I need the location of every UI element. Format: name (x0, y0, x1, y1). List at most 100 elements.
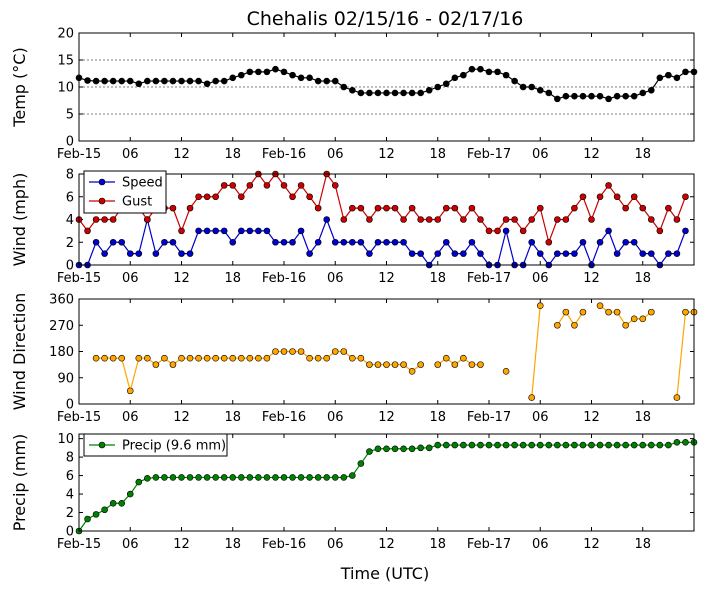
data-point (237, 193, 245, 201)
data-point (383, 361, 390, 368)
data-point (502, 71, 510, 79)
data-point (101, 506, 108, 514)
data-point (502, 441, 510, 449)
data-point (220, 474, 228, 481)
data-point (314, 354, 322, 362)
data-point (297, 74, 305, 82)
data-point (630, 238, 638, 246)
x-tick-label: Feb-16 (262, 537, 306, 552)
data-point (554, 250, 561, 257)
data-point (237, 474, 245, 481)
data-point (178, 354, 185, 362)
data-point (340, 83, 348, 91)
data-point (272, 65, 279, 73)
data-point (511, 77, 518, 85)
data-point (613, 308, 621, 316)
y-tick-label: 0 (66, 525, 74, 540)
data-point (314, 238, 322, 246)
data-point (280, 238, 288, 246)
x-tick-label: Feb-16 (262, 410, 306, 425)
y-tick-label: 8 (66, 451, 74, 466)
data-point (613, 441, 621, 449)
data-point (468, 361, 476, 368)
data-point (468, 65, 476, 73)
data-point (92, 77, 100, 85)
x-tick-label: 12 (173, 410, 190, 425)
data-point (477, 361, 484, 368)
data-point (460, 216, 467, 223)
series-line (78, 172, 687, 245)
y-axis-label: Wind Direction (10, 293, 29, 411)
data-point (425, 86, 433, 94)
data-point (451, 250, 459, 257)
data-point (109, 216, 117, 223)
x-tick-label: 06 (532, 410, 549, 425)
data-point (442, 80, 450, 88)
data-point (144, 216, 151, 223)
x-tick-label: 18 (634, 147, 651, 162)
data-point (289, 71, 296, 79)
data-point (442, 238, 450, 246)
data-point (84, 227, 91, 235)
data-point (665, 204, 672, 212)
data-point (109, 354, 117, 362)
data-point (485, 68, 493, 76)
data-point (357, 460, 365, 467)
data-point (605, 182, 612, 189)
y-tick-label: 360 (49, 293, 74, 308)
data-point (502, 227, 510, 235)
data-point (562, 216, 570, 223)
y-tick-label: 2 (66, 236, 74, 251)
data-point (323, 354, 331, 362)
data-point (366, 250, 373, 257)
data-point (477, 250, 484, 257)
data-point (460, 441, 467, 449)
x-tick-label: 12 (378, 271, 395, 286)
data-point (639, 204, 647, 212)
data-point (639, 441, 647, 449)
data-point (357, 354, 365, 362)
data-point (374, 238, 382, 246)
data-point (605, 441, 612, 449)
data-point (349, 472, 356, 479)
x-tick-label: 12 (583, 271, 600, 286)
x-tick-label: Feb-16 (262, 271, 306, 286)
data-point (442, 354, 450, 362)
data-point (263, 182, 271, 189)
legend: Precip (9.6 mm) (83, 433, 228, 457)
data-point (280, 348, 288, 355)
data-point (639, 250, 647, 257)
data-point (195, 77, 202, 85)
data-point (519, 83, 527, 91)
data-point (195, 354, 202, 362)
legend-label: Speed (122, 176, 163, 191)
data-point (246, 474, 254, 481)
data-point (280, 182, 288, 189)
data-point (212, 474, 219, 481)
data-point (203, 354, 211, 362)
data-point (665, 250, 672, 257)
data-point (186, 354, 194, 362)
x-tick-label: 06 (122, 410, 139, 425)
data-point (306, 193, 313, 201)
legend-box (83, 170, 167, 214)
data-point (502, 216, 510, 223)
data-point (340, 348, 348, 355)
data-point (314, 77, 322, 85)
legend-box (83, 433, 228, 457)
data-point (545, 238, 553, 246)
data-point (554, 321, 561, 329)
data-point (366, 216, 373, 223)
data-point (169, 238, 177, 246)
data-point (400, 216, 407, 223)
x-tick-label: 18 (224, 410, 241, 425)
data-point (195, 193, 202, 201)
data-point (92, 216, 100, 223)
x-tick-label: Feb-15 (57, 410, 101, 425)
data-point (622, 92, 629, 100)
data-point (109, 499, 117, 507)
data-point (323, 216, 331, 223)
x-tick-label: 18 (224, 271, 241, 286)
data-point (109, 238, 117, 246)
